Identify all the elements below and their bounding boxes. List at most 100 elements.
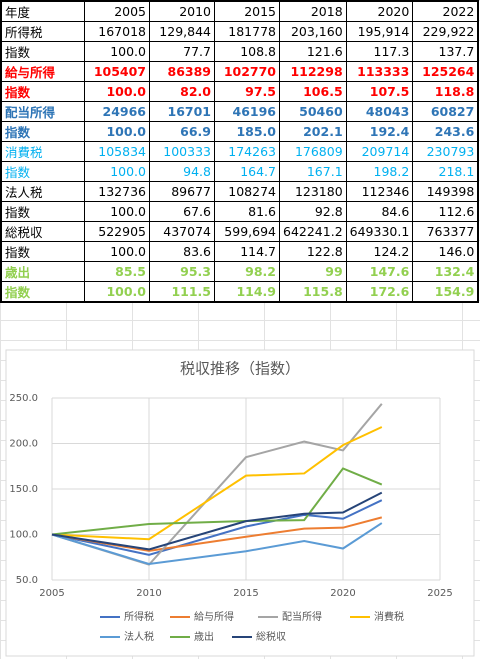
table-cell: 消費税 [0, 141, 85, 162]
table-cell: 649330.1 [345, 221, 414, 242]
table-cell: 123180 [279, 181, 347, 202]
table-cell: 229,922 [412, 21, 479, 42]
table-cell: 82.0 [149, 81, 215, 102]
table-cell: 100.0 [84, 281, 150, 303]
table-cell: 100.0 [84, 161, 150, 182]
x-tick-label: 2005 [39, 588, 64, 599]
table-cell: 132.4 [412, 261, 479, 282]
table-cell: 105834 [84, 141, 150, 162]
table-cell: 89677 [149, 181, 215, 202]
table-cell: 所得税 [0, 21, 85, 42]
table-cell: 230793 [412, 141, 479, 162]
table-cell: 67.6 [149, 201, 215, 222]
table-cell: 指数 [0, 81, 85, 102]
table-cell: 198.2 [345, 161, 414, 182]
table-cell: 100.0 [84, 81, 150, 102]
header-cell: 2018 [279, 0, 347, 22]
table-cell: 124.2 [345, 241, 414, 262]
table-cell: 122.8 [279, 241, 347, 262]
legend-label: 配当所得 [282, 610, 322, 623]
table-cell: 121.6 [279, 41, 347, 62]
table-cell: 106.5 [279, 81, 347, 102]
table-cell: 86389 [149, 61, 215, 82]
table-cell: 167.1 [279, 161, 347, 182]
x-tick-label: 2020 [330, 588, 355, 599]
table-cell: 108274 [214, 181, 280, 202]
table-row: 給与所得 105407 86389 102770 112298 113333 125264 [0, 61, 479, 82]
table-cell: 108.8 [214, 41, 280, 62]
table-cell: 146.0 [412, 241, 479, 262]
table-cell: 113333 [345, 61, 414, 82]
table-cell: 203,160 [279, 21, 347, 42]
header-cell: 2015 [214, 0, 280, 22]
chart-title: 税収推移（指数） [180, 360, 300, 378]
table-cell: 92.8 [279, 201, 347, 222]
series-line [51, 522, 383, 566]
table-cell: 185.0 [214, 121, 280, 142]
table-cell: 218.1 [412, 161, 479, 182]
table-cell: 125264 [412, 61, 479, 82]
table-cell: 112346 [345, 181, 414, 202]
table-cell: 137.7 [412, 41, 479, 62]
table-cell: 176809 [279, 141, 347, 162]
table-cell: 437074 [149, 221, 215, 242]
table-cell: 配当所得 [0, 101, 85, 122]
table-row: 消費税 105834 100333 174263 176809 209714 230793 [0, 141, 479, 162]
table-cell: 総税収 [0, 221, 85, 242]
table-row: 指数 100.0 94.8 164.7 167.1 198.2 218.1 [0, 161, 479, 182]
header-cell: 年度 [0, 0, 85, 22]
y-tick-label: 100.0 [9, 530, 38, 541]
x-tick-label: 2015 [233, 588, 258, 599]
table-cell: 149398 [412, 181, 479, 202]
legend-label: 総税収 [256, 630, 286, 643]
series-line [51, 491, 383, 551]
table-cell: 指数 [0, 241, 85, 262]
table-row: 指数 100.0 82.0 97.5 106.5 107.5 118.8 [0, 81, 479, 102]
table-cell: 24966 [84, 101, 150, 122]
table-cell: 歳出 [0, 261, 85, 282]
table-cell: 192.4 [345, 121, 414, 142]
table-row: 配当所得 24966 16701 46196 50460 48043 60827 [0, 101, 479, 122]
legend-label: 所得税 [124, 610, 154, 623]
table-cell: 50460 [279, 101, 347, 122]
table-cell: 85.5 [84, 261, 150, 282]
table-cell: 114.9 [214, 281, 280, 303]
table-cell: 指数 [0, 41, 85, 62]
header-cell: 2022 [412, 0, 479, 22]
table-cell: 132736 [84, 181, 150, 202]
header-cell: 2010 [149, 0, 215, 22]
legend-label: 消費税 [374, 610, 404, 623]
table-cell: 100.0 [84, 241, 150, 262]
table-cell: 指数 [0, 201, 85, 222]
table-cell: 115.8 [279, 281, 347, 303]
table-cell: 112.6 [412, 201, 479, 222]
table-cell: 522905 [84, 221, 150, 242]
y-tick-label: 200.0 [9, 439, 38, 450]
table-cell: 46196 [214, 101, 280, 122]
table-cell: 48043 [345, 101, 414, 122]
table-cell: 202.1 [279, 121, 347, 142]
table-cell: 642241.2 [279, 221, 347, 242]
table-cell: 243.6 [412, 121, 479, 142]
header-row: 年度 2005 2010 2015 2018 2020 2022 [0, 0, 479, 22]
table-cell: 指数 [0, 121, 85, 142]
table-cell: 147.6 [345, 261, 414, 282]
series-line [51, 467, 383, 536]
table-cell: 763377 [412, 221, 479, 242]
data-table: 年度 2005 2010 2015 2018 2020 2022 所得税 167018 129,8… [0, 0, 480, 303]
table-cell: 167018 [84, 21, 150, 42]
table-cell: 100333 [149, 141, 215, 162]
table-cell: 599,694 [214, 221, 280, 242]
table-cell: 111.5 [149, 281, 215, 303]
table-cell: 16701 [149, 101, 215, 122]
table-cell: 174263 [214, 141, 280, 162]
table-cell: 164.7 [214, 161, 280, 182]
header-cell: 2005 [84, 0, 150, 22]
table-row: 指数 100.0 77.7 108.8 121.6 117.3 137.7 [0, 41, 479, 62]
table-cell: 給与所得 [0, 61, 85, 82]
y-tick-label: 50.0 [16, 575, 38, 586]
x-tick-label: 2010 [136, 588, 161, 599]
table-cell: 95.3 [149, 261, 215, 282]
table-row: 指数 100.0 111.5 114.9 115.8 172.6 154.9 [0, 281, 479, 303]
